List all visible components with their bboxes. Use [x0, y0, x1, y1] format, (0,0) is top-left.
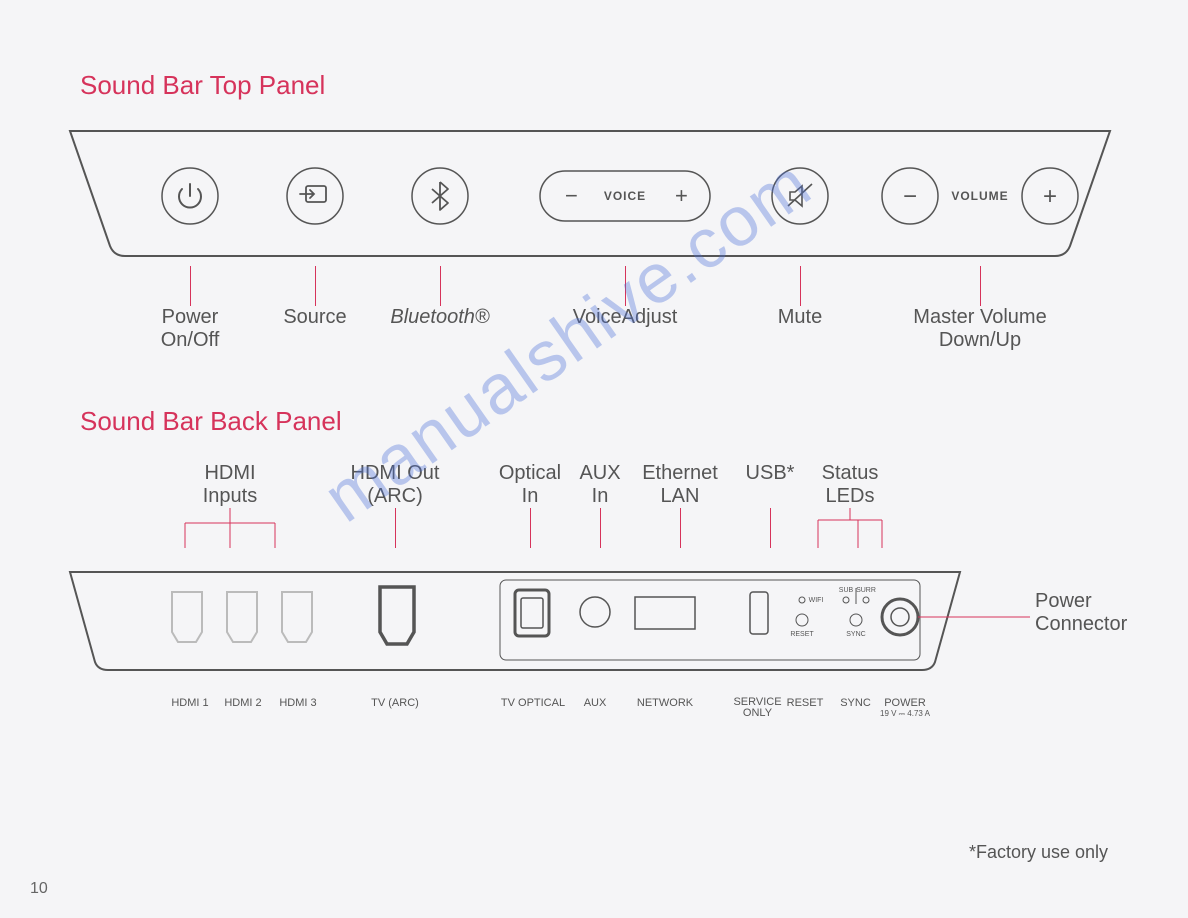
wifi-tiny-label: WIFI: [809, 597, 824, 604]
callout-ethernet: Ethernet LAN: [630, 462, 730, 548]
ethernet-port: [635, 597, 695, 629]
reset-button-icon: [796, 614, 808, 626]
aux-port: [580, 597, 610, 627]
power-connector: [882, 599, 918, 635]
optical-port: [515, 590, 549, 636]
callout-mute: Mute: [770, 266, 830, 329]
callout-volume: Master Volume Down/Up: [890, 266, 1070, 352]
lbl-hdmi3: HDMI 3: [278, 697, 318, 709]
lbl-hdmi2: HDMI 2: [223, 697, 263, 709]
lbl-tvopt: TV OPTICAL: [498, 697, 568, 709]
callout-optical: Optical In: [490, 462, 570, 548]
minus-icon: −: [903, 183, 917, 210]
plus-icon: +: [1043, 183, 1057, 210]
callout-power-connector: Power Connector: [1035, 590, 1127, 636]
footnote: *Factory use only: [969, 842, 1108, 863]
lbl-hdmi1: HDMI 1: [170, 697, 210, 709]
callout-hdmi-out: HDMI Out (ARC): [335, 462, 455, 548]
lbl-sync: SYNC: [838, 697, 873, 709]
hdmi3-port: [282, 592, 312, 642]
callout-usb: USB*: [740, 462, 800, 548]
usb-port: [750, 592, 768, 634]
lbl-aux: AUX: [580, 697, 610, 709]
reset-tiny-label: RESET: [790, 631, 814, 638]
lbl-power: POWER 19 V ⎓ 4.73 A: [875, 697, 935, 719]
source-button: [287, 168, 343, 224]
voice-label: VOICE: [604, 189, 646, 203]
lbl-net: NETWORK: [635, 697, 695, 709]
volume-down-button: −: [882, 168, 938, 224]
mute-button: [772, 168, 828, 224]
power-button: [162, 168, 218, 224]
lbl-reset: RESET: [785, 697, 825, 709]
callout-bluetooth: Bluetooth®: [380, 266, 500, 329]
sync-tiny-label: SYNC: [846, 631, 865, 638]
top-panel-heading: Sound Bar Top Panel: [80, 70, 1128, 101]
power-icon: [179, 184, 201, 208]
back-panel-svg: WIFI RESET SUB SURR SYNC: [60, 562, 1120, 692]
volume-up-button: +: [1022, 168, 1078, 224]
plus-icon: +: [675, 183, 688, 208]
callout-power: Power On/Off: [155, 266, 225, 352]
bluetooth-button: [412, 168, 468, 224]
back-panel-diagram: HDMI Inputs HDMI Out (ARC) Optical In AU…: [60, 462, 1128, 727]
hdmi-arc-port: [380, 587, 414, 644]
sync-button-icon: [850, 614, 862, 626]
sub-tiny-label: SUB: [839, 587, 854, 594]
volume-label: VOLUME: [951, 189, 1008, 203]
callout-aux: AUX In: [570, 462, 630, 548]
top-panel-diagram: − VOICE + − VOLUME + Power On/Off: [60, 126, 1128, 376]
minus-icon: −: [565, 183, 578, 208]
hdmi1-port: [172, 592, 202, 642]
back-panel-heading: Sound Bar Back Panel: [80, 406, 1128, 437]
callout-voice: VoiceAdjust: [560, 266, 690, 329]
surr-tiny-label: SURR: [856, 587, 876, 594]
bluetooth-icon: [432, 182, 448, 210]
callout-source: Source: [275, 266, 355, 329]
voice-adjust-control: − VOICE +: [540, 171, 710, 221]
callout-hdmi-inputs: HDMI Inputs: [180, 462, 280, 554]
page-number: 10: [30, 880, 48, 898]
hdmi2-port: [227, 592, 257, 642]
lbl-service: SERVICE ONLY: [730, 697, 785, 719]
lbl-tvarc: TV (ARC): [365, 697, 425, 709]
callout-leds: Status LEDs: [810, 462, 890, 554]
